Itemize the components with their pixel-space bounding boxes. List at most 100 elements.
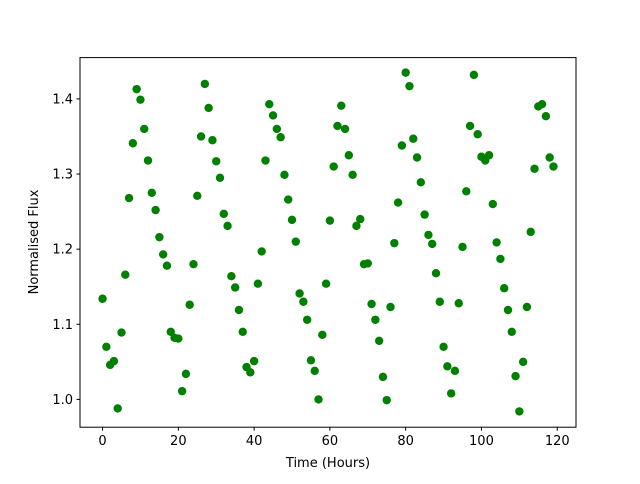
point — [151, 205, 160, 215]
point — [257, 247, 266, 256]
point — [401, 68, 410, 77]
point — [526, 227, 535, 237]
point — [212, 157, 221, 166]
point — [499, 284, 509, 293]
point — [374, 336, 384, 346]
point — [185, 300, 194, 309]
point — [98, 294, 107, 303]
x-tick-label: 60 — [322, 434, 339, 449]
point — [446, 389, 456, 398]
y-tick-label: 1.0 — [52, 393, 73, 408]
point — [314, 395, 323, 404]
point — [147, 188, 157, 198]
point — [382, 395, 391, 405]
point — [219, 209, 228, 219]
point — [473, 130, 482, 139]
point — [537, 99, 547, 109]
point — [435, 297, 444, 306]
point — [492, 238, 501, 247]
point — [431, 269, 441, 278]
point — [386, 302, 395, 312]
point — [253, 279, 263, 288]
point — [204, 103, 213, 113]
x-tick-label: 100 — [469, 434, 494, 449]
point — [409, 134, 418, 143]
y-tick-label: 1.3 — [52, 168, 73, 183]
x-axis-label: Time (Hours) — [285, 456, 370, 471]
y-tick-label: 1.4 — [52, 92, 73, 107]
point — [128, 139, 138, 148]
point — [522, 302, 532, 312]
point — [208, 136, 217, 145]
point — [439, 342, 448, 352]
point — [189, 259, 198, 269]
point — [397, 141, 407, 150]
point — [166, 327, 175, 336]
point — [356, 214, 365, 224]
point — [518, 357, 528, 367]
point — [306, 356, 316, 365]
point — [155, 232, 164, 242]
point — [284, 195, 293, 204]
point — [443, 362, 452, 371]
point — [424, 230, 433, 240]
point — [412, 153, 422, 162]
point — [268, 111, 278, 120]
point — [109, 356, 119, 366]
point — [227, 272, 236, 281]
point — [140, 124, 149, 134]
point — [113, 404, 122, 413]
point — [420, 210, 429, 219]
x-tick-label: 120 — [545, 434, 570, 449]
point — [158, 250, 168, 259]
point — [545, 153, 554, 162]
point — [344, 151, 354, 160]
point — [450, 366, 460, 376]
point — [352, 221, 361, 231]
point — [196, 132, 206, 141]
point — [302, 315, 312, 324]
point — [276, 133, 285, 142]
point — [234, 305, 244, 315]
point — [378, 372, 388, 382]
point — [337, 101, 346, 110]
point — [428, 239, 437, 249]
point — [530, 164, 539, 173]
point — [310, 366, 319, 376]
point — [541, 111, 551, 121]
point — [329, 162, 338, 171]
point — [102, 342, 111, 352]
point — [223, 221, 232, 231]
point — [200, 79, 210, 89]
point — [390, 238, 399, 248]
point — [371, 315, 380, 324]
point — [405, 81, 414, 91]
point — [462, 187, 471, 196]
x-tick-label: 20 — [170, 434, 187, 449]
point — [348, 170, 357, 179]
point — [469, 70, 479, 80]
point — [416, 178, 426, 187]
point — [162, 261, 172, 270]
point — [238, 327, 247, 336]
x-tick-label: 0 — [98, 434, 106, 449]
point — [136, 95, 145, 104]
point — [124, 193, 134, 203]
point — [318, 330, 327, 339]
point — [454, 299, 463, 308]
point — [272, 124, 282, 134]
point — [291, 237, 300, 246]
point — [484, 151, 494, 160]
point — [181, 369, 191, 379]
plot-frame — [79, 57, 577, 428]
y-tick-label: 1.1 — [52, 318, 73, 333]
y-tick-label: 1.2 — [52, 243, 73, 258]
point — [117, 328, 126, 337]
point — [503, 305, 513, 315]
point — [465, 121, 475, 131]
point — [340, 124, 350, 134]
point — [230, 283, 240, 292]
point — [325, 216, 335, 225]
point — [549, 162, 558, 171]
